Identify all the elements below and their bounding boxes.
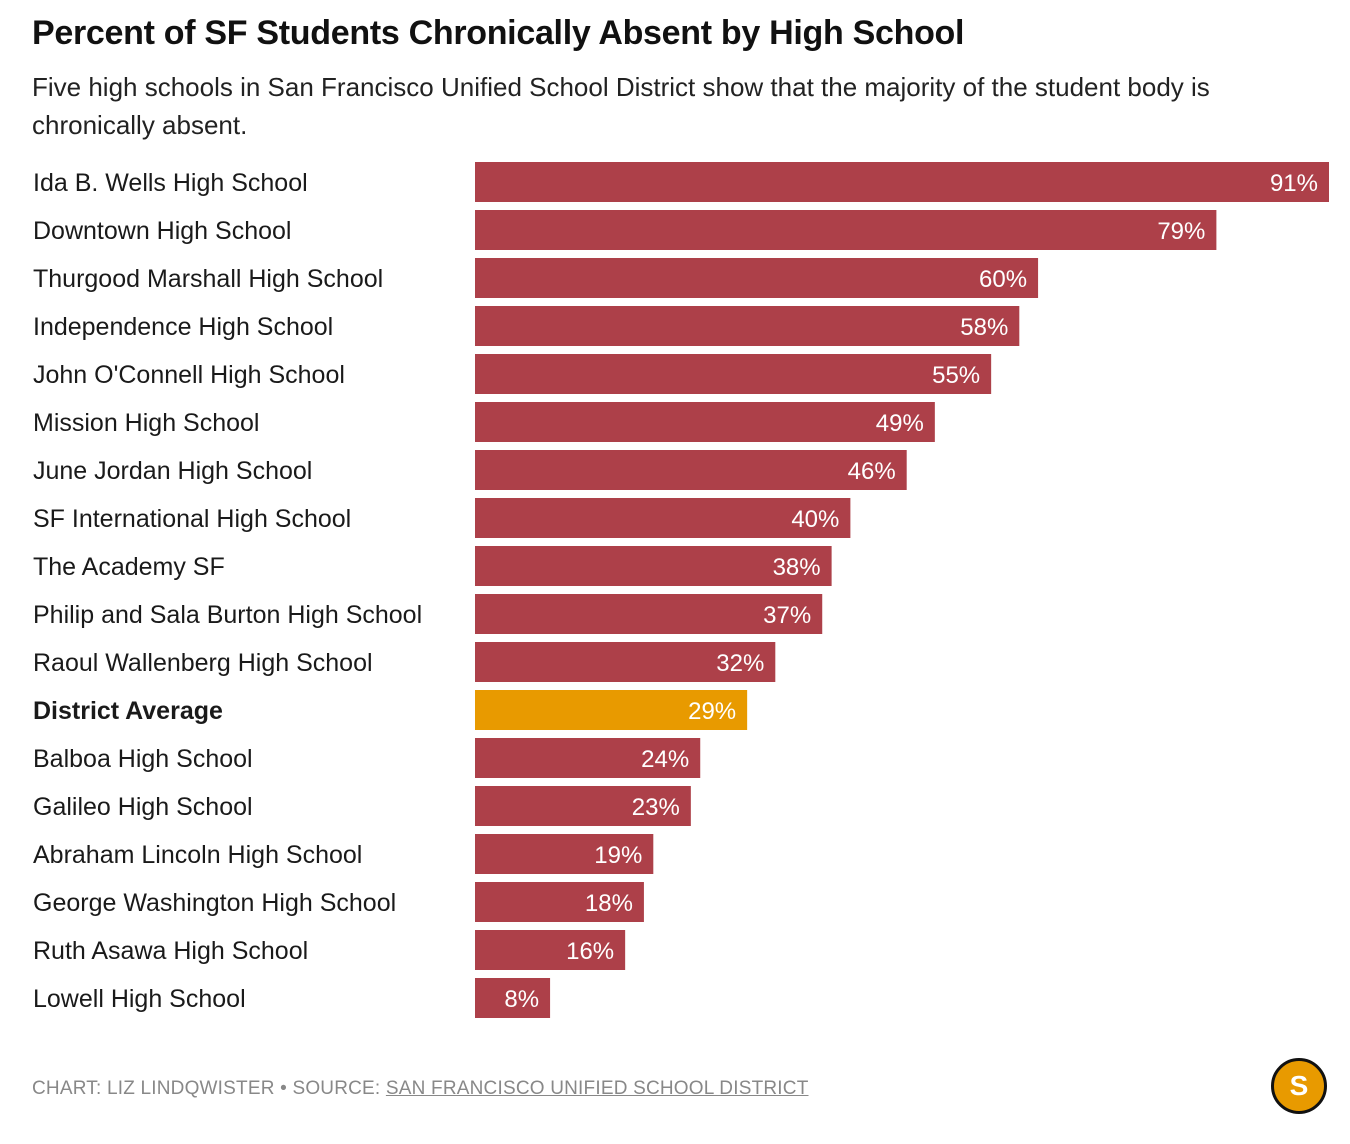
category-label: Lowell High School	[33, 985, 246, 1013]
value-label: 91%	[1270, 170, 1318, 197]
category-label: Abraham Lincoln High School	[33, 841, 362, 869]
category-label: Ida B. Wells High School	[33, 169, 308, 197]
school-bar	[475, 882, 644, 922]
category-label: George Washington High School	[33, 889, 396, 917]
school-bar	[475, 258, 1039, 298]
footer-credit: CHART: LIZ LINDQWISTER • SOURCE:	[32, 1078, 386, 1099]
category-label: The Academy SF	[33, 553, 225, 581]
value-label: 60%	[979, 266, 1027, 293]
school-bar	[475, 834, 654, 874]
category-label: John O'Connell High School	[33, 361, 345, 389]
value-label: 23%	[632, 794, 680, 821]
school-bar	[475, 930, 626, 970]
bar-chart: Ida B. Wells High School 91% Downtown High…	[33, 162, 1329, 1018]
category-label: Thurgood Marshall High School	[33, 265, 383, 293]
source-link[interactable]: SAN FRANCISCO UNIFIED SCHOOL DISTRICT	[385, 1078, 809, 1099]
category-label: Mission High School	[33, 409, 260, 437]
school-bar	[475, 450, 907, 490]
value-label: 19%	[594, 842, 642, 869]
value-label: 18%	[585, 890, 633, 917]
value-label: 40%	[791, 506, 839, 533]
value-label: 8%	[504, 986, 539, 1013]
logo-letter: S	[1289, 1070, 1309, 1101]
category-label: June Jordan High School	[33, 457, 312, 485]
school-bar	[475, 210, 1217, 250]
school-bar	[475, 306, 1020, 346]
category-label: SF International High School	[33, 505, 351, 533]
school-bar	[475, 162, 1329, 202]
chart-subtitle: Five high schools in San Francisco Unifi…	[32, 72, 1210, 140]
school-bar	[475, 594, 823, 634]
school-bar	[475, 738, 701, 778]
category-label: Independence High School	[33, 313, 333, 341]
category-label: Ruth Asawa High School	[33, 937, 308, 965]
school-bar	[475, 642, 776, 682]
category-label: Raoul Wallenberg High School	[33, 649, 373, 677]
value-label: 24%	[641, 746, 689, 773]
value-label: 29%	[688, 698, 736, 725]
value-label: 32%	[716, 650, 764, 677]
chart-footer: CHART: LIZ LINDQWISTER • SOURCE: SAN FRA…	[32, 1078, 809, 1100]
school-bar	[475, 498, 851, 538]
school-bar	[475, 354, 992, 394]
district-average-bar	[475, 690, 748, 730]
value-label: 49%	[876, 410, 924, 437]
value-label: 38%	[773, 554, 821, 581]
value-label: 16%	[566, 938, 614, 965]
value-label: 46%	[848, 458, 896, 485]
sf-standard-logo-icon: S	[1271, 1058, 1327, 1114]
value-label: 79%	[1157, 218, 1205, 245]
category-label: Philip and Sala Burton High School	[33, 601, 422, 629]
category-label: Downtown High School	[33, 217, 291, 245]
value-label: 55%	[932, 362, 980, 389]
school-bar	[475, 546, 832, 586]
category-label: Galileo High School	[33, 793, 253, 821]
category-label: District Average	[33, 697, 223, 725]
value-label: 37%	[763, 602, 811, 629]
school-bar	[475, 402, 935, 442]
category-label: Balboa High School	[33, 745, 253, 773]
school-bar	[475, 786, 691, 826]
value-label: 58%	[960, 314, 1008, 341]
chart-title: Percent of SF Students Chronically Absen…	[32, 14, 965, 52]
school-bar	[475, 978, 551, 1018]
